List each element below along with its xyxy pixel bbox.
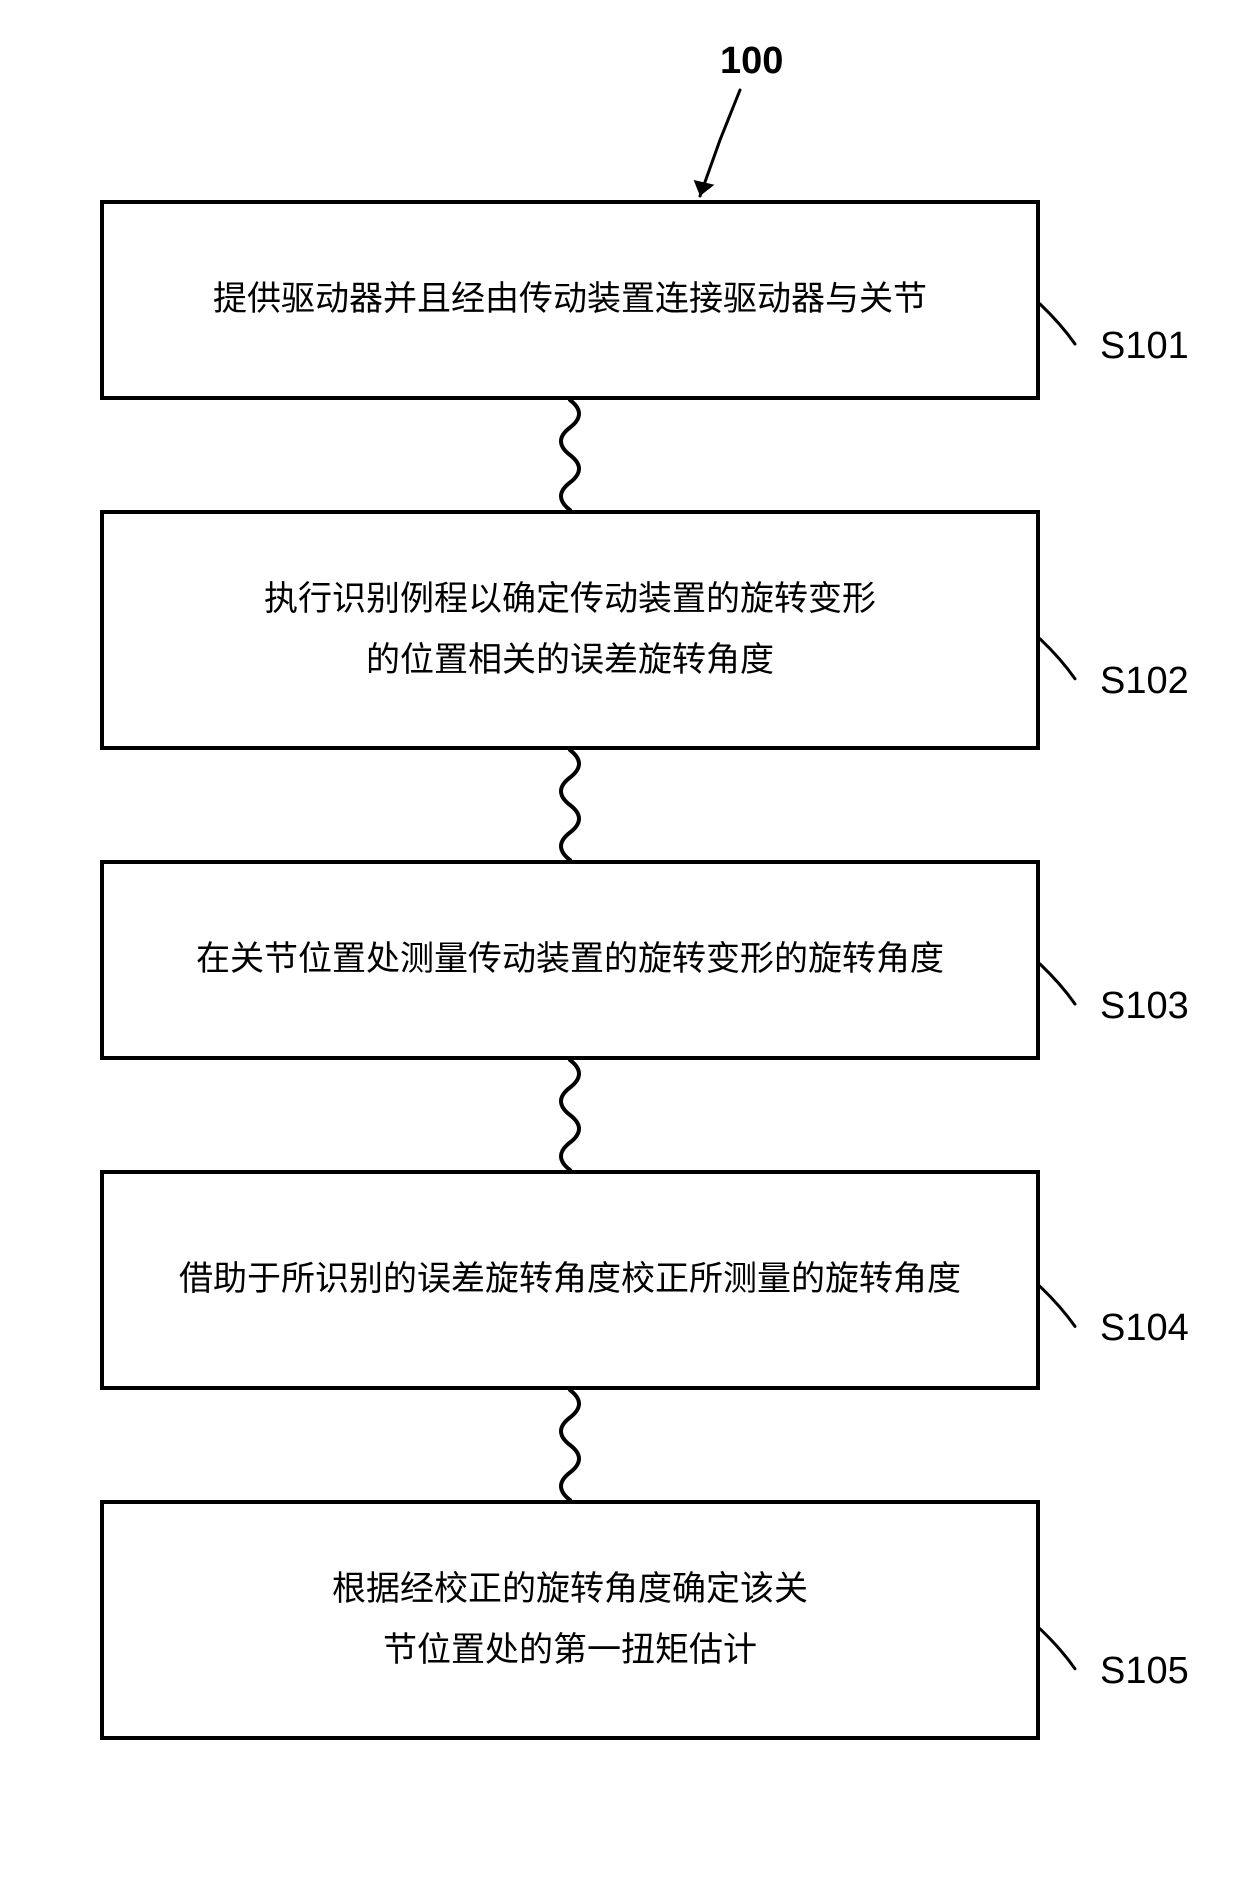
flowchart-canvas: 100 提供驱动器并且经由传动装置连接驱动器与关节执行识别例程以确定传动装置的旋… [0,0,1240,1901]
step-label-S103: S103 [1100,985,1189,1028]
step-text: 执行识别例程以确定传动装置的旋转变形的位置相关的误差旋转角度 [264,569,876,691]
figure-number-label: 100 [720,40,783,83]
step-label-S105: S105 [1100,1650,1189,1693]
step-label-S104: S104 [1100,1307,1189,1350]
flowchart-step-S101: 提供驱动器并且经由传动装置连接驱动器与关节 [100,200,1040,400]
step-text: 在关节位置处测量传动装置的旋转变形的旋转角度 [196,929,944,990]
step-text: 根据经校正的旋转角度确定该关节位置处的第一扭矩估计 [332,1559,808,1681]
step-label-S102: S102 [1100,660,1189,703]
flowchart-step-S104: 借助于所识别的误差旋转角度校正所测量的旋转角度 [100,1170,1040,1390]
step-text: 提供驱动器并且经由传动装置连接驱动器与关节 [213,269,927,330]
flowchart-step-S103: 在关节位置处测量传动装置的旋转变形的旋转角度 [100,860,1040,1060]
flowchart-step-S102: 执行识别例程以确定传动装置的旋转变形的位置相关的误差旋转角度 [100,510,1040,750]
step-label-S101: S101 [1100,325,1189,368]
flowchart-step-S105: 根据经校正的旋转角度确定该关节位置处的第一扭矩估计 [100,1500,1040,1740]
step-text: 借助于所识别的误差旋转角度校正所测量的旋转角度 [179,1249,961,1310]
